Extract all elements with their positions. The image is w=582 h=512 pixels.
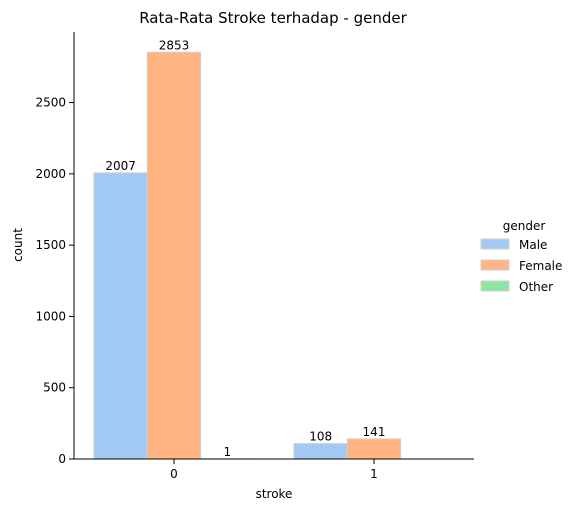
legend-label-female: Female <box>519 259 562 273</box>
y-tick-label: 500 <box>43 381 66 395</box>
legend: gender Male Female Other <box>480 219 562 294</box>
bars-group <box>93 51 402 460</box>
y-tick-label: 1000 <box>35 309 66 323</box>
legend-title: gender <box>503 219 546 233</box>
y-ticks-group: 0 500 1000 1500 2000 2500 <box>35 96 74 466</box>
chart-title: Rata-Rata Stroke terhadap - gender <box>139 9 407 27</box>
legend-label-other: Other <box>519 280 553 294</box>
x-tick-label: 0 <box>170 467 178 481</box>
data-label-male-1: 108 <box>309 430 332 444</box>
y-tick-label: 2000 <box>35 167 66 181</box>
legend-label-male: Male <box>519 238 547 252</box>
x-axis-label: stroke <box>256 487 293 501</box>
legend-swatch-other <box>480 280 510 292</box>
data-label-female-1: 141 <box>363 425 386 439</box>
x-tick-label: 1 <box>370 467 378 481</box>
data-label-male-0: 2007 <box>105 159 136 173</box>
data-label-female-0: 2853 <box>159 38 190 52</box>
y-tick-label: 1500 <box>35 238 66 252</box>
legend-swatch-female <box>480 259 510 271</box>
y-tick-label: 0 <box>58 452 66 466</box>
bar-female-0 <box>146 51 202 460</box>
legend-swatch-male <box>480 238 510 250</box>
y-axis-label: count <box>11 228 25 262</box>
y-tick-label: 2500 <box>35 96 66 110</box>
data-labels-group: 2007 108 2853 141 1 <box>105 38 385 459</box>
bar-male-0 <box>93 172 148 460</box>
bar-female-1 <box>346 438 402 460</box>
data-label-other-0: 1 <box>224 445 232 459</box>
bar-male-1 <box>293 443 348 460</box>
